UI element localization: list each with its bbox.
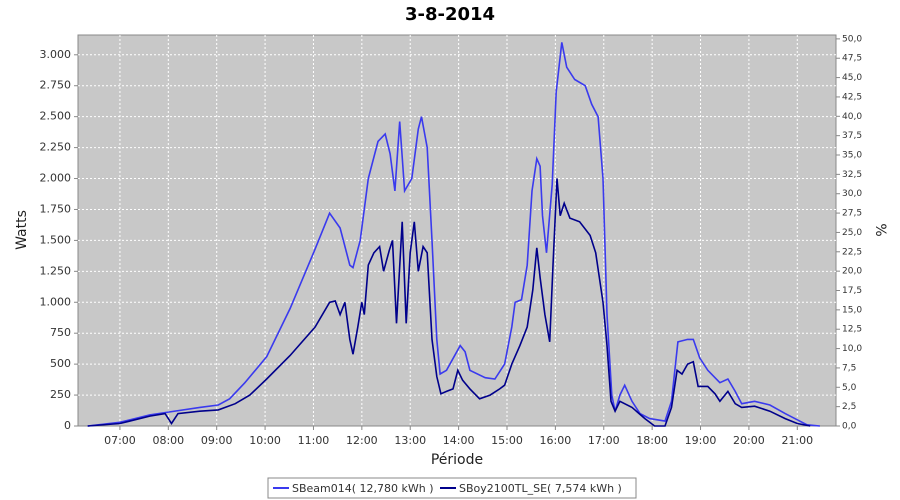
x-tick-label: 12:00 [346, 434, 378, 447]
y-tick-label: 1.250 [40, 264, 72, 277]
x-tick-label: 18:00 [636, 434, 668, 447]
legend-label: SBeam014( 12,780 kWh ) [292, 482, 434, 495]
y2-tick-label: 17,5 [842, 286, 862, 296]
x-tick-label: 16:00 [540, 434, 572, 447]
y2-tick-label: 2,5 [842, 402, 856, 412]
series-line [87, 178, 811, 427]
y2-tick-label: 12,5 [842, 325, 862, 335]
y2-tick-label: 25,0 [842, 228, 862, 238]
y-tick-label: 0 [64, 419, 71, 432]
y2-axis-label: % [872, 223, 888, 236]
y2-tick-label: 40,0 [842, 112, 862, 122]
y2-tick-label: 10,0 [842, 344, 862, 354]
y-tick-label: 2.500 [40, 110, 72, 123]
x-tick-label: 08:00 [152, 434, 184, 447]
x-tick-label: 07:00 [104, 434, 136, 447]
y2-tick-label: 5,0 [842, 383, 857, 393]
chart-title: 3-8-2014 [405, 4, 495, 25]
x-tick-label: 15:00 [491, 434, 523, 447]
x-tick-label: 17:00 [588, 434, 620, 447]
legend-label: SBoy2100TL_SE( 7,574 kWh ) [459, 482, 622, 495]
x-tick-label: 21:00 [781, 434, 813, 447]
y-tick-label: 2.250 [40, 141, 72, 154]
y-tick-label: 2.750 [40, 79, 72, 92]
x-tick-label: 09:00 [201, 434, 233, 447]
y2-tick-label: 30,0 [842, 189, 862, 199]
y2-tick-label: 0,0 [842, 422, 857, 432]
plot-area [77, 34, 837, 427]
y-tick-label: 250 [50, 388, 71, 401]
y-tick-label: 2.000 [40, 172, 72, 185]
y2-tick-label: 37,5 [842, 131, 862, 141]
y2-tick-label: 45,0 [842, 73, 862, 83]
x-tick-label: 19:00 [685, 434, 717, 447]
x-tick-label: 11:00 [298, 434, 330, 447]
y-tick-label: 3.000 [40, 48, 72, 61]
y2-tick-label: 20,0 [842, 267, 862, 277]
y-tick-label: 1.750 [40, 202, 72, 215]
x-tick-label: 20:00 [733, 434, 765, 447]
y2-tick-label: 7,5 [842, 363, 856, 373]
x-axis-label: Période [431, 452, 483, 468]
y-tick-label: 1.500 [40, 233, 72, 246]
y2-tick-label: 50,0 [842, 34, 862, 44]
y2-tick-label: 47,5 [842, 54, 862, 64]
x-tick-label: 13:00 [394, 434, 426, 447]
y2-tick-label: 32,5 [842, 170, 862, 180]
x-tick-label: 14:00 [443, 434, 475, 447]
x-tick-label: 10:00 [249, 434, 281, 447]
y2-tick-label: 35,0 [842, 151, 862, 161]
y-tick-label: 500 [50, 357, 71, 370]
y-tick-label: 1.000 [40, 295, 72, 308]
y2-tick-label: 27,5 [842, 209, 862, 219]
y2-tick-label: 15,0 [842, 305, 862, 315]
y2-tick-label: 22,5 [842, 247, 862, 257]
y-axis-label: Watts [14, 210, 30, 250]
y-tick-label: 750 [50, 326, 71, 339]
series-line [87, 42, 820, 427]
y2-tick-label: 42,5 [842, 92, 862, 102]
